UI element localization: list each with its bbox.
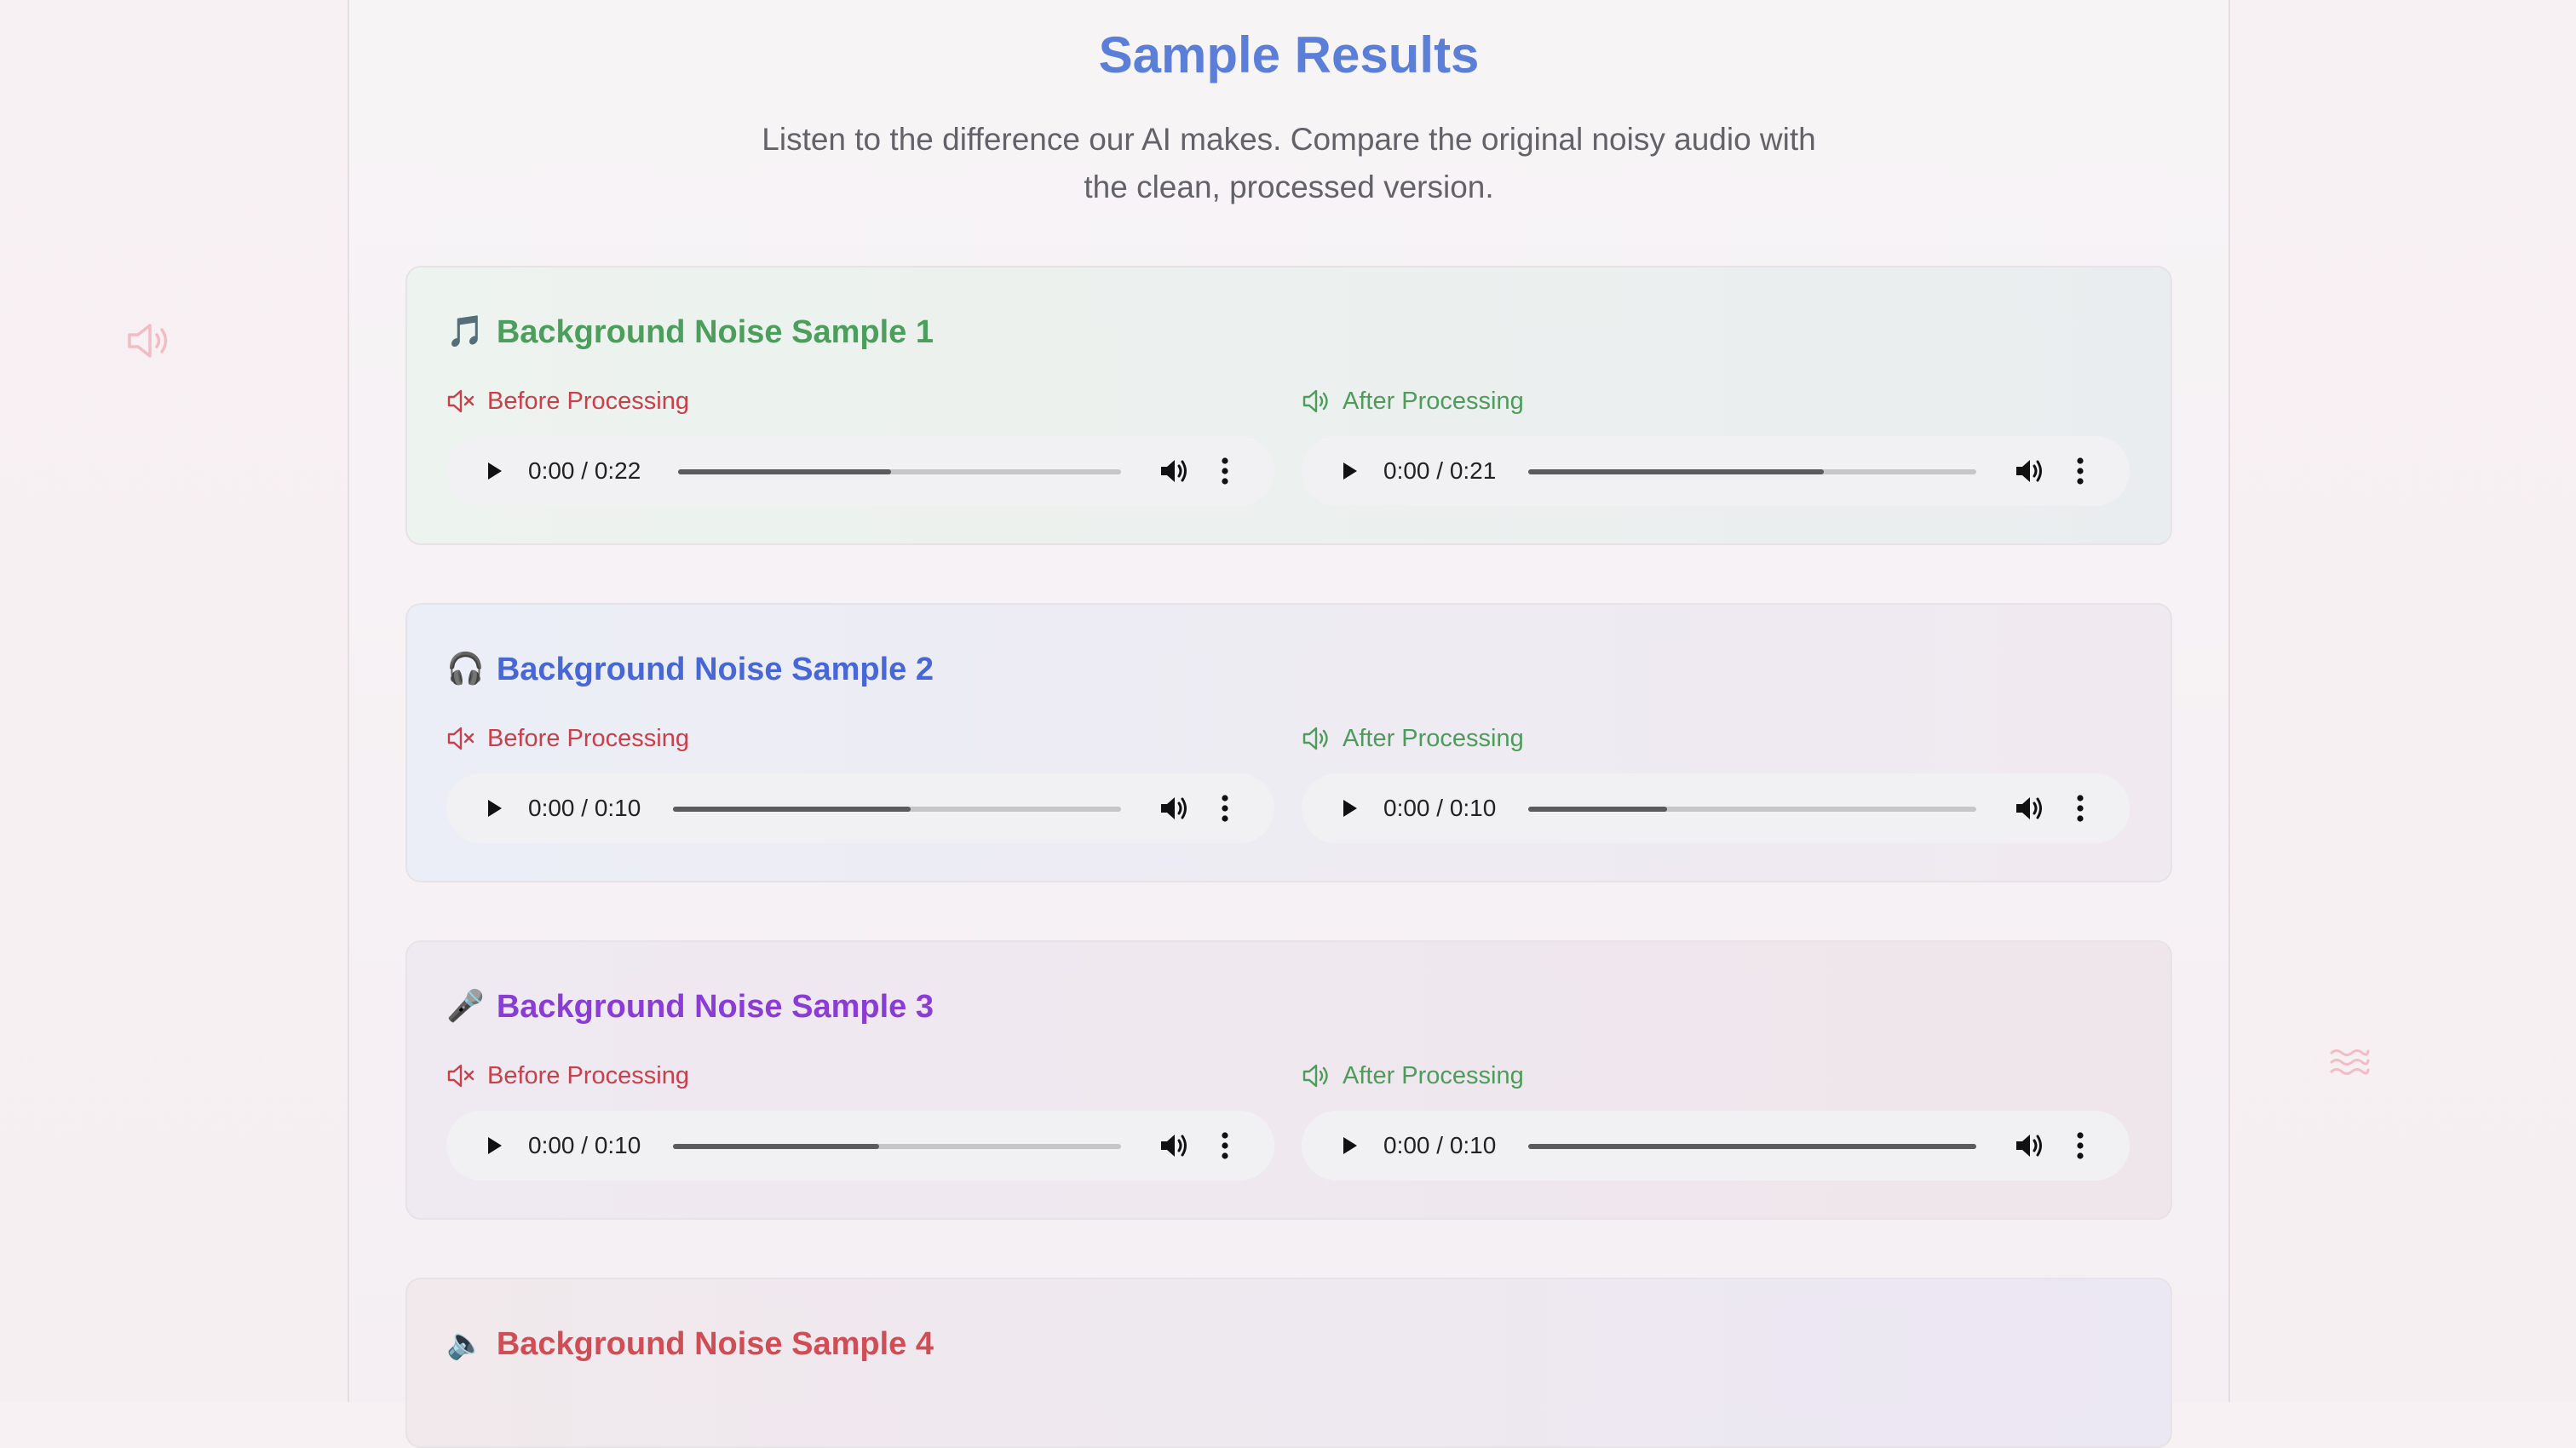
time-display: 0:00 / 0:10 <box>1383 795 1497 821</box>
before-processing-label: Before Processing <box>446 385 689 417</box>
play-icon[interactable] <box>1336 796 1361 821</box>
play-icon[interactable] <box>480 796 506 821</box>
progress-fill <box>1528 469 1825 474</box>
progress-track[interactable] <box>1528 807 1976 812</box>
sample-title: Background Noise Sample 2 <box>496 651 934 687</box>
before-processing-text: Before Processing <box>487 724 689 752</box>
time-display: 0:00 / 0:10 <box>528 1132 641 1158</box>
time-display: 0:00 / 0:22 <box>528 457 641 484</box>
speaker-on-icon <box>1302 389 1328 413</box>
time-display: 0:00 / 0:10 <box>528 795 641 821</box>
sample-card-3: 🎤 Background Noise Sample 3 Before Proce… <box>405 940 2172 1220</box>
play-icon[interactable] <box>480 458 506 484</box>
sample-card-header: 🎧 Background Noise Sample 2 <box>446 649 934 690</box>
sample-card-header: 🔈 Background Noise Sample 4 <box>446 1324 934 1365</box>
volume-icon[interactable] <box>2014 1131 2044 1160</box>
sample-card-2: 🎧 Background Noise Sample 2 Before Proce… <box>405 603 2172 882</box>
after-processing-text: After Processing <box>1343 387 1524 415</box>
play-icon[interactable] <box>1336 1133 1361 1158</box>
audio-player-after[interactable]: 0:00 / 0:10 <box>1302 1111 2130 1181</box>
audio-player-before[interactable]: 0:00 / 0:22 <box>446 436 1274 506</box>
sample-title: Background Noise Sample 3 <box>496 988 934 1025</box>
more-vertical-icon[interactable] <box>2075 792 2085 825</box>
speaker-icon <box>128 324 168 358</box>
more-vertical-icon[interactable] <box>1220 792 1230 825</box>
time-display: 0:00 / 0:21 <box>1383 457 1497 484</box>
sample-card-4: 🔈 Background Noise Sample 4 <box>405 1278 2172 1448</box>
progress-fill <box>1528 1144 1976 1149</box>
more-vertical-icon[interactable] <box>1220 1129 1230 1162</box>
sample-results-panel: Sample Results Listen to the difference … <box>348 0 2230 1448</box>
progress-fill <box>1528 807 1668 812</box>
time-display: 0:00 / 0:10 <box>1383 1132 1497 1158</box>
progress-track[interactable] <box>1528 469 1976 474</box>
before-processing-text: Before Processing <box>487 1061 689 1089</box>
volume-icon[interactable] <box>1159 1131 1189 1160</box>
before-processing-label: Before Processing <box>446 1060 689 1092</box>
volume-icon[interactable] <box>1159 457 1189 486</box>
volume-icon[interactable] <box>1159 794 1189 823</box>
more-vertical-icon[interactable] <box>2075 1129 2085 1162</box>
sample-title: Background Noise Sample 1 <box>496 313 934 350</box>
sample-card-header: 🎤 Background Noise Sample 3 <box>446 986 934 1027</box>
more-vertical-icon[interactable] <box>2075 455 2085 487</box>
audio-player-after[interactable]: 0:00 / 0:10 <box>1302 773 2130 843</box>
before-processing-label: Before Processing <box>446 722 689 755</box>
after-processing-label: After Processing <box>1302 722 1524 755</box>
sample-title: Background Noise Sample 4 <box>496 1325 934 1362</box>
headphones-icon: 🎧 <box>446 652 485 687</box>
page-subtitle: Listen to the difference our AI makes. C… <box>733 116 1845 211</box>
after-processing-label: After Processing <box>1302 1060 1524 1092</box>
page-subtitle-line-2: the clean, processed version. <box>1084 170 1494 204</box>
sample-card-1: 🎵 Background Noise Sample 1 Before Proce… <box>405 266 2172 545</box>
play-icon[interactable] <box>480 1133 506 1158</box>
music-note-icon: 🎵 <box>446 314 485 349</box>
after-processing-label: After Processing <box>1302 385 1524 417</box>
audio-player-before[interactable]: 0:00 / 0:10 <box>446 1111 1274 1181</box>
speaker-on-icon <box>1302 1064 1328 1088</box>
audio-player-before[interactable]: 0:00 / 0:10 <box>446 773 1274 843</box>
more-vertical-icon[interactable] <box>1220 455 1230 487</box>
progress-fill <box>673 807 911 812</box>
page-subtitle-line-1: Listen to the difference our AI makes. C… <box>762 122 1816 157</box>
sample-card-header: 🎵 Background Noise Sample 1 <box>446 312 934 353</box>
audio-player-after[interactable]: 0:00 / 0:21 <box>1302 436 2130 506</box>
microphone-icon: 🎤 <box>446 989 485 1024</box>
speaker-muted-icon <box>447 1064 474 1088</box>
volume-icon[interactable] <box>2014 457 2044 486</box>
speaker-low-icon: 🔈 <box>446 1326 485 1361</box>
speaker-on-icon <box>1302 727 1328 750</box>
after-processing-text: After Processing <box>1343 1061 1524 1089</box>
progress-track[interactable] <box>1528 1144 1976 1149</box>
page-title: Sample Results <box>1098 26 1480 83</box>
speaker-muted-icon <box>447 727 474 750</box>
progress-track[interactable] <box>673 807 1121 812</box>
progress-track[interactable] <box>673 1144 1121 1149</box>
progress-track[interactable] <box>678 469 1121 474</box>
play-icon[interactable] <box>1336 458 1361 484</box>
volume-icon[interactable] <box>2014 794 2044 823</box>
progress-fill <box>673 1144 879 1149</box>
after-processing-text: After Processing <box>1343 724 1524 752</box>
before-processing-text: Before Processing <box>487 387 689 415</box>
progress-fill <box>678 469 891 474</box>
speaker-muted-icon <box>447 389 474 413</box>
sound-waves-icon <box>2330 1049 2370 1075</box>
